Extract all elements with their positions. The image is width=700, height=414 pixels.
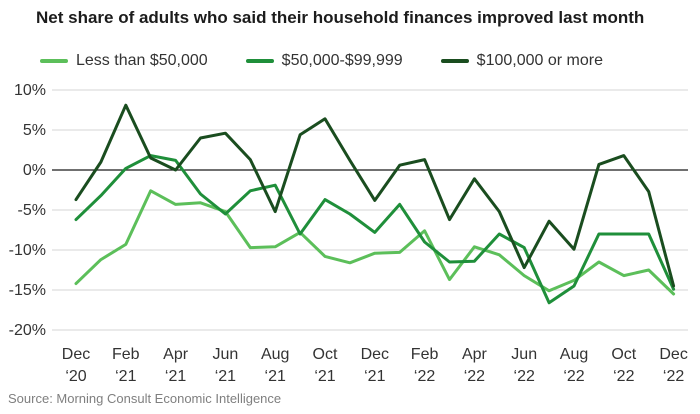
legend-item-100k-or-more: $100,000 or more: [440, 52, 603, 70]
y-tick-label: -20%: [9, 322, 46, 339]
y-tick-label: 5%: [23, 122, 46, 139]
x-tick-label-year: ‘21: [215, 368, 236, 385]
x-tick-label: Apr: [462, 346, 488, 363]
x-tick-label: Feb: [411, 346, 439, 363]
legend-swatch-50k-99k: [245, 59, 274, 63]
chart-title: Net share of adults who said their house…: [36, 8, 645, 27]
x-tick-label-year: ‘22: [613, 368, 634, 385]
x-tick-label-year: ‘22: [563, 368, 584, 385]
x-tick-label: Jun: [213, 346, 239, 363]
y-tick-label: 10%: [14, 82, 46, 99]
legend: Less than $50,000 $50,000-$99,999 $100,0…: [40, 52, 603, 70]
legend-label-less-than-50k: Less than $50,000: [76, 52, 208, 69]
x-tick-label: Aug: [261, 346, 289, 363]
x-tick-label-year: ‘22: [464, 368, 485, 385]
x-tick-label-year: ‘20: [65, 368, 86, 385]
y-tick-label: -15%: [9, 282, 46, 299]
x-tick-label-year: ‘21: [364, 368, 385, 385]
x-tick-label: Dec: [62, 346, 90, 363]
x-tick-label: Feb: [112, 346, 140, 363]
x-tick-label: Apr: [163, 346, 189, 363]
series-line-less-than-50-000: [74, 189, 676, 296]
y-tick-label: -5%: [18, 202, 46, 219]
x-tick-label-year: ‘21: [265, 368, 286, 385]
x-tick-label: Aug: [560, 346, 588, 363]
series-line-50-000-99-999: [74, 154, 676, 305]
legend-item-50k-99k: $50,000-$99,999: [245, 52, 403, 70]
y-tick-label: -10%: [9, 242, 46, 259]
source-note: Source: Morning Consult Economic Intelli…: [8, 391, 282, 406]
x-tick-label-year: ‘21: [115, 368, 136, 385]
x-tick-label-year: ‘22: [414, 368, 435, 385]
x-tick-label: Dec: [361, 346, 389, 363]
x-tick-label: Oct: [611, 346, 636, 363]
x-tick-label: Oct: [313, 346, 338, 363]
x-tick-label: Jun: [511, 346, 537, 363]
series-line-100-000-or-more: [74, 103, 676, 288]
x-tick-label-year: ‘22: [514, 368, 535, 385]
legend-swatch-100k-or-more: [440, 59, 469, 63]
legend-label-100k-or-more: $100,000 or more: [476, 52, 603, 69]
legend-label-50k-99k: $50,000-$99,999: [281, 52, 403, 69]
y-tick-label: 0%: [23, 162, 46, 179]
legend-swatch-less-than-50k: [40, 59, 68, 63]
x-tick-label: Dec: [659, 346, 687, 363]
x-tick-label-year: ‘21: [314, 368, 335, 385]
legend-item-less-than-50k: Less than $50,000: [40, 52, 208, 70]
x-tick-label-year: ‘22: [663, 368, 684, 385]
x-tick-label-year: ‘21: [165, 368, 186, 385]
